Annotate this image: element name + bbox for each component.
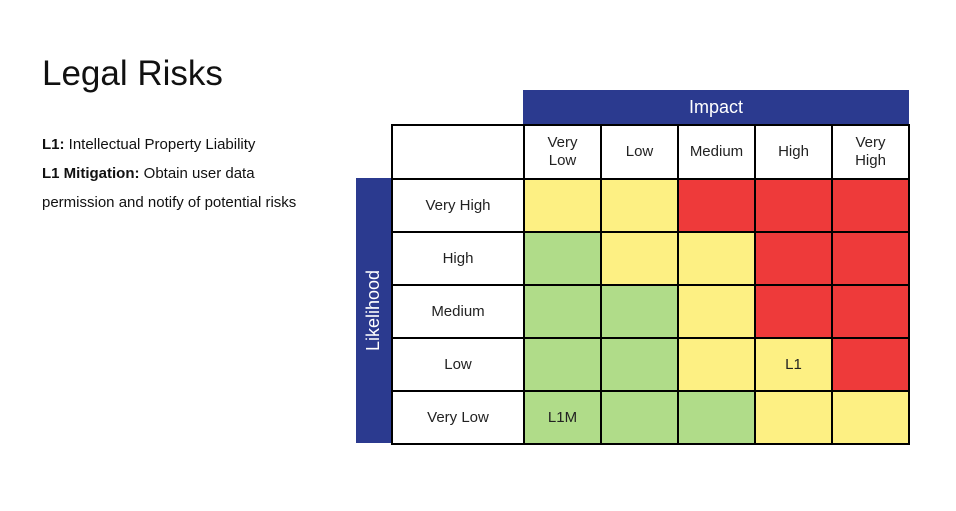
risk-cell [677, 178, 756, 233]
likelihood-level-header: Low [391, 337, 525, 392]
matrix-row: High [391, 231, 910, 286]
impact-level-header: Medium [677, 124, 756, 180]
likelihood-level-header: Medium [391, 284, 525, 339]
matrix-corner-cell [391, 124, 525, 180]
risk-cell [677, 390, 756, 445]
matrix-row: Very Low L1M [391, 390, 910, 445]
risk-cell [600, 284, 679, 339]
risk-cell [754, 178, 833, 233]
matrix-row: Very High [391, 178, 910, 233]
impact-level-header: High [754, 124, 833, 180]
risk-cell [831, 390, 910, 445]
risk-cell [677, 231, 756, 286]
risk-mitigation-line: L1 Mitigation: Obtain user data permissi… [42, 159, 312, 217]
risk-mitigation-label: L1 Mitigation: [42, 165, 140, 182]
risk-cell [677, 337, 756, 392]
likelihood-axis-label: Likelihood [363, 269, 383, 352]
likelihood-level-header: Very High [391, 178, 525, 233]
risk-cell [523, 284, 602, 339]
matrix-row: Medium [391, 284, 910, 339]
risk-cell [523, 337, 602, 392]
risk-marker-cell: L1 [754, 337, 833, 392]
likelihood-level-header: Very Low [391, 390, 525, 445]
likelihood-axis-header: Likelihood [356, 178, 391, 443]
risk-cell [677, 284, 756, 339]
risk-l1-line: L1: Intellectual Property Liability [42, 130, 312, 159]
risk-cell [831, 337, 910, 392]
risk-cell [754, 390, 833, 445]
risk-cell [523, 231, 602, 286]
risk-cell [831, 178, 910, 233]
risk-cell [831, 284, 910, 339]
impact-level-header: Low [600, 124, 679, 180]
risk-notes: L1: Intellectual Property Liability L1 M… [42, 130, 312, 217]
impact-axis-header: Impact [523, 90, 909, 124]
risk-l1-label: L1: [42, 136, 65, 153]
risk-cell [831, 231, 910, 286]
risk-cell [600, 231, 679, 286]
impact-level-header: Very High [831, 124, 910, 180]
risk-l1-text: Intellectual Property Liability [64, 136, 256, 153]
page-title: Legal Risks [42, 54, 223, 93]
risk-cell [754, 231, 833, 286]
risk-cell [523, 178, 602, 233]
matrix-row: Low L1 [391, 337, 910, 392]
risk-matrix: Very Low Low Medium High Very High Very High H… [391, 124, 910, 445]
matrix-header-row: Very Low Low Medium High Very High [391, 124, 910, 180]
likelihood-level-header: High [391, 231, 525, 286]
impact-level-header: Very Low [523, 124, 602, 180]
risk-cell [754, 284, 833, 339]
risk-cell [600, 337, 679, 392]
risk-cell [600, 178, 679, 233]
risk-marker-cell: L1M [523, 390, 602, 445]
risk-cell [600, 390, 679, 445]
risk-mitigation-text: Obtain user data permission and notify o… [42, 165, 297, 211]
